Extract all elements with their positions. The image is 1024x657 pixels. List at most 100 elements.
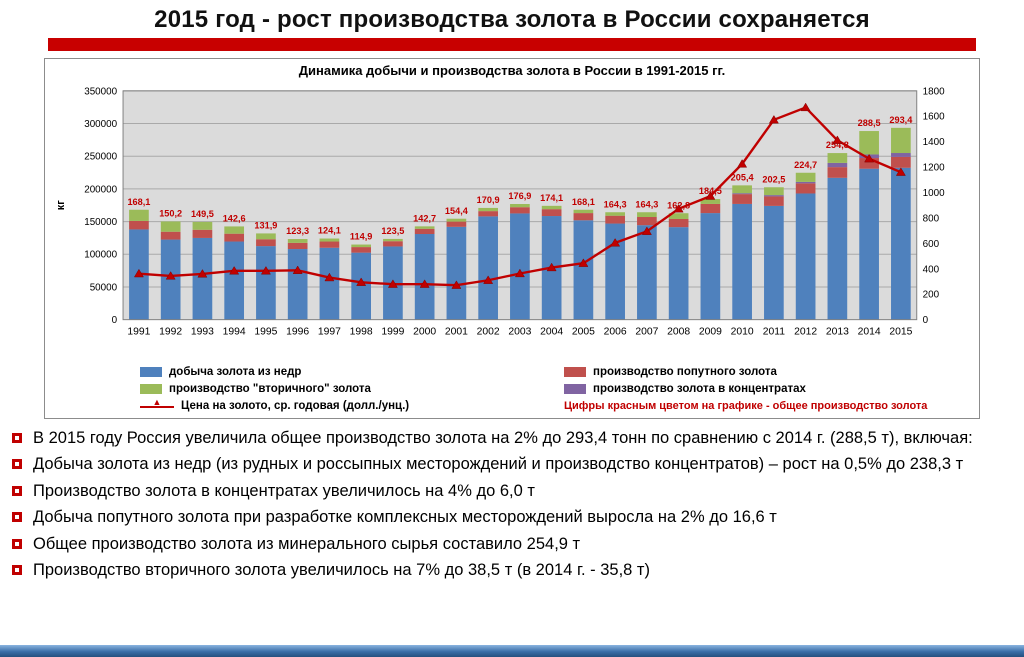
bullet-square-icon [12, 459, 22, 470]
bullet-square-icon [12, 433, 22, 443]
bullet-text: Добыча золота из недр (из рудных и россы… [33, 455, 964, 474]
page-title: 2015 год - рост производства золота в Ро… [154, 6, 870, 33]
svg-text:2003: 2003 [508, 326, 531, 337]
bullet-square-icon [12, 538, 22, 549]
legend-item-mined-gold: добыча золота из недр [50, 365, 512, 378]
bullet-square-icon [12, 565, 22, 576]
svg-text:154,4: 154,4 [445, 206, 469, 216]
svg-text:1992: 1992 [159, 326, 182, 337]
chart-panel: Динамика добычи и производства золота в … [44, 58, 980, 419]
svg-text:0: 0 [112, 315, 118, 326]
svg-text:100000: 100000 [84, 250, 117, 261]
svg-text:254,8: 254,8 [826, 140, 849, 150]
legend-swatch-blue-icon [140, 366, 162, 377]
bullet-text: Производство вторичного золота увеличило… [33, 561, 650, 580]
svg-text:202,5: 202,5 [762, 174, 785, 184]
svg-text:114,9: 114,9 [350, 232, 372, 242]
svg-text:300000: 300000 [84, 119, 117, 130]
svg-text:2010: 2010 [731, 326, 754, 337]
svg-text:184,5: 184,5 [699, 186, 722, 196]
svg-text:168,1: 168,1 [572, 197, 595, 207]
legend-label-mined-gold: добыча золота из недр [169, 365, 302, 378]
bullet-square-icon [12, 485, 22, 496]
svg-text:205,4: 205,4 [731, 172, 755, 182]
bullet-item-mineral-raw: Общее производство золота из минеральног… [12, 534, 1012, 555]
chart-legend: добыча золота из недр производство попут… [50, 363, 974, 416]
svg-text:2009: 2009 [699, 326, 722, 337]
svg-text:600: 600 [923, 239, 940, 250]
svg-text:1400: 1400 [923, 137, 945, 148]
svg-text:124,1: 124,1 [318, 226, 341, 236]
bullet-text: В 2015 году Россия увеличила общее произ… [33, 429, 973, 447]
svg-text:123,3: 123,3 [286, 226, 309, 236]
svg-text:2012: 2012 [794, 326, 817, 337]
svg-text:224,7: 224,7 [794, 160, 817, 170]
title-underline-bar [48, 38, 976, 51]
svg-text:800: 800 [923, 213, 940, 224]
legend-swatch-green-icon [140, 383, 162, 394]
svg-text:1991: 1991 [127, 326, 150, 337]
svg-text:2007: 2007 [635, 326, 658, 337]
svg-text:1998: 1998 [350, 326, 373, 337]
svg-text:1200: 1200 [923, 163, 945, 174]
production-chart: 0 50000 100000 150000 200000 250000 300000 3500… [55, 86, 945, 337]
svg-text:1600: 1600 [923, 112, 945, 123]
svg-text:200000: 200000 [84, 184, 117, 195]
bullet-text: Добыча попутного золота при разработке к… [33, 508, 777, 527]
bullet-text: Общее производство золота из минеральног… [33, 534, 581, 553]
legend-item-secondary-gold: производство "вторичного" золота [50, 382, 512, 395]
svg-text:150000: 150000 [84, 217, 117, 228]
bullet-item-total-production: В 2015 году Россия увеличила общее произ… [12, 428, 1012, 449]
svg-text:2000: 2000 [413, 326, 436, 337]
svg-text:150,2: 150,2 [159, 209, 182, 219]
legend-label-concentrate-gold: производство золота в концентратах [593, 382, 806, 395]
legend-item-byproduct-gold: производство попутного золота [512, 365, 974, 378]
svg-text:400: 400 [923, 264, 940, 275]
svg-text:2002: 2002 [477, 326, 500, 337]
svg-text:164,3: 164,3 [635, 199, 658, 209]
legend-label-gold-price: Цена на золото, ср. годовая (долл./унц.) [181, 399, 410, 412]
legend-swatch-purple-icon [564, 383, 586, 394]
svg-text:2014: 2014 [858, 326, 881, 337]
svg-text:кг: кг [55, 200, 67, 210]
svg-text:149,5: 149,5 [191, 209, 214, 219]
svg-text:2004: 2004 [540, 326, 563, 337]
legend-line-marker-icon [140, 400, 174, 412]
legend-item-concentrate-gold: производство золота в концентратах [512, 382, 974, 395]
svg-text:164,3: 164,3 [604, 199, 627, 209]
svg-text:170,9: 170,9 [477, 195, 500, 205]
legend-swatch-red-icon [564, 366, 586, 377]
svg-text:1996: 1996 [286, 326, 309, 337]
svg-text:1993: 1993 [191, 326, 214, 337]
legend-label-byproduct-gold: производство попутного золота [593, 365, 777, 378]
svg-text:1000: 1000 [923, 188, 945, 199]
svg-text:1994: 1994 [223, 326, 246, 337]
svg-text:1999: 1999 [381, 326, 404, 337]
bullet-item-mined-gold: Добыча золота из недр (из рудных и россы… [12, 454, 1012, 475]
slide: 2015 год - рост производства золота в Ро… [0, 6, 1024, 657]
svg-text:2015: 2015 [889, 326, 912, 337]
bullet-item-concentrates: Производство золота в концентратах увели… [12, 481, 1012, 502]
svg-text:250000: 250000 [84, 152, 117, 163]
legend-item-gold-price: Цена на золото, ср. годовая (долл./унц.) [50, 399, 512, 412]
svg-text:174,1: 174,1 [540, 193, 563, 203]
svg-text:2011: 2011 [763, 326, 786, 337]
bullet-item-secondary: Производство вторичного золота увеличило… [12, 560, 1012, 581]
svg-text:123,5: 123,5 [381, 226, 404, 236]
svg-text:0: 0 [923, 315, 929, 326]
chart-title: Динамика добычи и производства золота в … [298, 63, 726, 78]
svg-text:1800: 1800 [923, 86, 945, 97]
chart-red-numbers-note: Цифры красным цветом на графике - общее … [564, 399, 928, 412]
svg-text:288,5: 288,5 [858, 118, 881, 128]
svg-text:176,9: 176,9 [508, 191, 531, 201]
footer-bar [0, 645, 1024, 657]
summary-bullet-list: В 2015 году Россия увеличила общее произ… [0, 428, 1024, 582]
svg-text:142,7: 142,7 [413, 213, 436, 223]
svg-text:2008: 2008 [667, 326, 690, 337]
svg-text:2013: 2013 [826, 326, 849, 337]
svg-text:142,6: 142,6 [223, 214, 246, 224]
svg-text:1997: 1997 [318, 326, 341, 337]
svg-text:293,4: 293,4 [889, 115, 913, 125]
bullet-square-icon [12, 512, 22, 523]
svg-text:200: 200 [923, 290, 940, 301]
